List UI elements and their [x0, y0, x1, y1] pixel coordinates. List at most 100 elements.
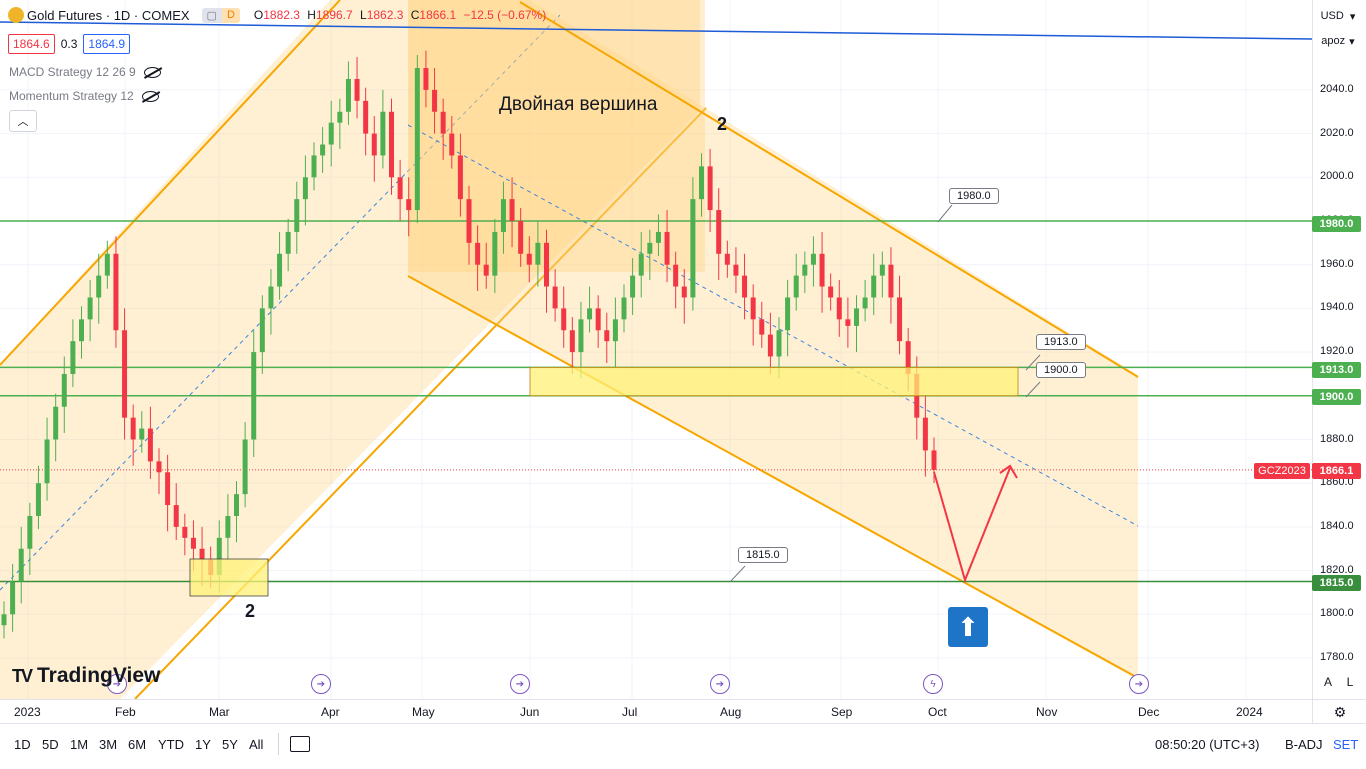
time-tick-label: Nov — [1036, 705, 1058, 719]
candle-body — [363, 100, 369, 134]
candle-body — [483, 264, 489, 276]
event-marker-icon[interactable]: ➔ — [107, 674, 127, 694]
candle-body — [475, 242, 481, 265]
range-button[interactable]: 1Y — [195, 737, 211, 752]
candle-body — [337, 111, 343, 123]
range-button[interactable]: 5D — [42, 737, 59, 752]
event-marker-icon[interactable]: ➔ — [510, 674, 530, 694]
candle-body — [793, 275, 799, 298]
candle-body — [371, 133, 377, 156]
candle-body — [182, 526, 188, 538]
event-marker-icon[interactable]: ➔ — [311, 674, 331, 694]
range-button[interactable]: All — [249, 737, 264, 752]
calendar-icon[interactable] — [290, 736, 310, 752]
candle-body — [432, 89, 438, 112]
chart-settings-icon[interactable]: ⚙ — [1312, 699, 1366, 724]
candle-body — [707, 166, 713, 211]
candle-body — [345, 78, 351, 112]
candle-body — [544, 242, 549, 287]
price-callout-1980[interactable]: 1980.0 — [949, 188, 999, 204]
range-button[interactable]: 5Y — [222, 737, 238, 752]
falling-channel-bottom — [407, 275, 1139, 679]
range-button[interactable]: 3M — [99, 737, 118, 752]
eye-hidden-icon[interactable] — [141, 90, 159, 102]
candle-body — [699, 166, 704, 200]
candle-body — [621, 297, 627, 320]
callout-connector — [729, 565, 746, 583]
time-tick-label: Mar — [209, 705, 230, 719]
buy-price-button[interactable]: 1864.9 — [83, 34, 131, 54]
forecast-arrowhead — [999, 464, 1018, 479]
falling-channel-fill — [408, 0, 1138, 680]
range-button[interactable]: 1M — [70, 737, 89, 752]
candle-body — [87, 297, 93, 320]
candle-body — [380, 111, 386, 156]
arrow-up-icon[interactable]: ⬆ — [948, 607, 988, 647]
forecast-arrow — [933, 467, 1011, 584]
price-callout-1913[interactable]: 1913.0 — [1036, 334, 1086, 350]
price-chart[interactable] — [0, 0, 1312, 699]
time-axis[interactable] — [0, 699, 1312, 724]
session-toggle[interactable]: SET — [1333, 737, 1359, 752]
clock[interactable]: 08:50:20 (UTC+3) — [1155, 737, 1260, 752]
data-flags: ▢ D — [201, 7, 240, 23]
event-marker-icon[interactable]: ➔ — [710, 674, 730, 694]
range-button[interactable]: 6M — [128, 737, 147, 752]
time-tick-label: 2023 — [14, 705, 41, 719]
range-button[interactable]: YTD — [158, 737, 184, 752]
wave-label-top: 2 — [717, 114, 728, 134]
candle-body — [716, 210, 722, 254]
indicator-momentum[interactable]: Momentum Strategy 12 — [9, 89, 159, 103]
price-callout-1900[interactable]: 1900.0 — [1036, 362, 1086, 378]
auto-scale-button[interactable]: A — [1323, 675, 1332, 689]
price-tick-label: 1860.0 — [1320, 476, 1354, 489]
pattern-label: Двойная вершина — [499, 94, 658, 115]
currency-select[interactable]: USD ▾ — [1320, 10, 1356, 23]
indicator-macd[interactable]: MACD Strategy 12 26 9 — [9, 65, 161, 79]
eye-hidden-icon[interactable] — [143, 66, 161, 78]
candle-body — [320, 144, 326, 156]
price-change: −12.5 (−0.67%) — [463, 8, 547, 22]
flag-square-icon: ▢ — [201, 7, 222, 23]
price-tick-label: 1960.0 — [1320, 257, 1354, 270]
candle-body — [251, 352, 257, 440]
tradingview-logo[interactable]: TV TradingView — [12, 664, 160, 688]
candle-body — [414, 68, 420, 211]
event-marker-icon[interactable]: ➔ — [1129, 674, 1149, 694]
time-tick-label: Jul — [622, 705, 638, 719]
candle-body — [664, 231, 670, 265]
callout-connector — [1025, 381, 1041, 398]
bid-ask-panel: 1864.6 0.3 1864.9 — [8, 34, 131, 54]
lightning-event-icon[interactable]: ϟ — [923, 674, 943, 694]
long-trend-line — [0, 21, 1312, 40]
wave-label-bottom: 2 — [245, 601, 256, 621]
symbol-title[interactable]: Gold Futures · 1D · COMEX — [27, 7, 190, 23]
range-button[interactable]: 1D — [14, 737, 31, 752]
candle-body — [268, 286, 274, 309]
candle-body — [561, 308, 567, 331]
collapse-indicators-button[interactable]: ︿ — [9, 110, 37, 132]
candle-body — [406, 199, 412, 211]
chart-grid — [0, 0, 1312, 699]
candle-body — [810, 253, 816, 265]
log-scale-button[interactable]: L — [1346, 675, 1354, 689]
spread-value: 0.3 — [60, 37, 78, 51]
price-tick-label: 1880.0 — [1320, 432, 1354, 445]
candle-body — [509, 199, 515, 221]
callout-connector — [1025, 354, 1041, 371]
candle-body — [552, 286, 558, 309]
candle-body — [96, 275, 102, 298]
candle-body — [234, 494, 239, 516]
price-callout-1815[interactable]: 1815.0 — [738, 547, 788, 563]
candle-body — [630, 275, 636, 298]
chevron-down-icon: ▾ — [1349, 35, 1355, 48]
callout-connector — [937, 204, 953, 223]
candle-body — [681, 286, 687, 298]
candle-body — [587, 308, 593, 320]
adjustment-toggle[interactable]: B-ADJ — [1285, 737, 1323, 752]
candle-body — [612, 319, 618, 342]
candle-body — [535, 242, 541, 265]
unit-select[interactable]: apoz ▾ — [1321, 35, 1355, 48]
candle-body — [690, 199, 696, 298]
sell-price-button[interactable]: 1864.6 — [8, 34, 55, 54]
